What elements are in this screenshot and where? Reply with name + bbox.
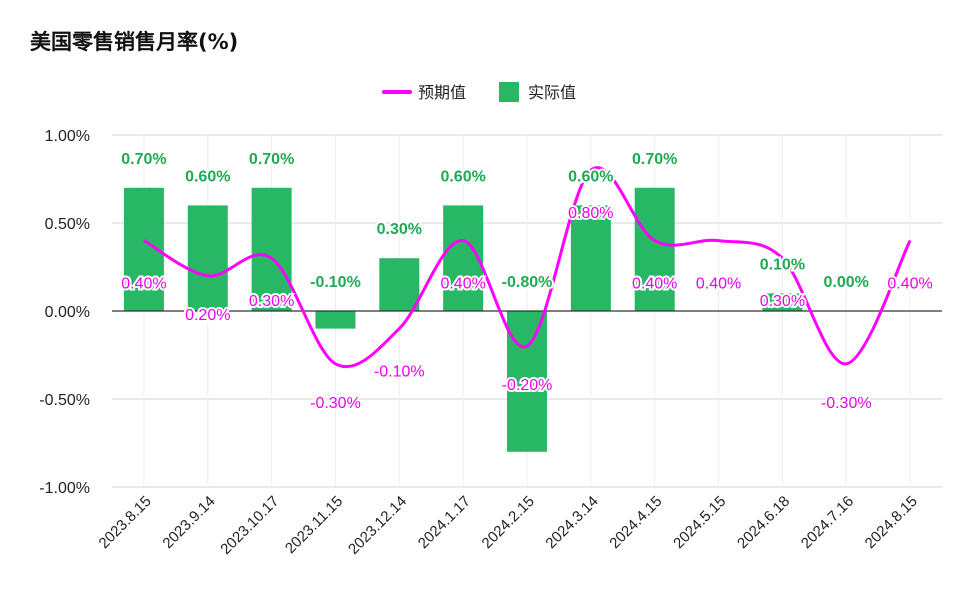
legend-label-actual: 实际值 bbox=[528, 83, 576, 102]
actual-label: 0.30% bbox=[377, 221, 422, 238]
expected-label: 0.40% bbox=[696, 276, 741, 293]
x-tick-label: 2024.6.18 bbox=[734, 493, 793, 552]
expected-label: 0.40% bbox=[887, 276, 932, 293]
actual-label: -0.80% bbox=[502, 274, 553, 291]
x-tick-label: 2023.8.15 bbox=[96, 493, 155, 552]
actual-label: 0.70% bbox=[632, 151, 677, 168]
actual-label: -0.10% bbox=[310, 274, 361, 291]
x-tick-label: 2024.7.16 bbox=[798, 493, 857, 552]
actual-label: 0.00% bbox=[824, 274, 869, 291]
actual-label: 0.60% bbox=[440, 168, 485, 185]
actual-label: 0.10% bbox=[760, 256, 805, 273]
x-tick-label: 2023.10.17 bbox=[217, 493, 282, 558]
bar bbox=[507, 311, 547, 452]
x-tick-label: 2023.11.15 bbox=[282, 493, 346, 557]
expected-label: 0.30% bbox=[249, 293, 294, 310]
expected-label: 0.40% bbox=[440, 276, 485, 293]
bar bbox=[762, 293, 803, 311]
x-tick-label: 2024.3.14 bbox=[542, 493, 601, 552]
bars bbox=[123, 187, 803, 452]
expected-label: 0.40% bbox=[121, 276, 166, 293]
bar bbox=[570, 205, 611, 311]
actual-label: 0.60% bbox=[568, 168, 613, 185]
expected-label: -0.20% bbox=[502, 377, 553, 394]
bar bbox=[379, 258, 420, 311]
actual-label: 0.70% bbox=[121, 151, 166, 168]
x-tick-label: 2024.8.15 bbox=[862, 493, 921, 552]
bar bbox=[187, 205, 228, 311]
expected-label: 0.40% bbox=[632, 276, 677, 293]
y-tick-label: 0.00% bbox=[45, 304, 90, 321]
expected-line-path bbox=[143, 166, 912, 369]
x-tick-label: 2024.4.15 bbox=[606, 493, 665, 552]
expected-label: -0.10% bbox=[374, 364, 425, 381]
expected-label: -0.30% bbox=[310, 395, 361, 412]
expected-label: -0.30% bbox=[821, 395, 872, 412]
y-tick-label: -1.00% bbox=[39, 480, 90, 497]
legend-label-expected: 预期值 bbox=[418, 83, 466, 102]
actual-label: 0.70% bbox=[249, 151, 294, 168]
expected-label: 0.80% bbox=[568, 205, 613, 222]
chart-title: 美国零售销售月率(%) bbox=[30, 30, 239, 54]
y-tick-label: -0.50% bbox=[39, 392, 90, 409]
legend: 预期值 实际值 bbox=[382, 82, 576, 102]
bar bbox=[634, 187, 675, 311]
y-tick-label: 1.00% bbox=[45, 128, 90, 145]
y-axis: 1.00% 0.50% 0.00% -0.50% -1.00% bbox=[39, 128, 90, 497]
bar bbox=[443, 205, 484, 311]
legend-swatch-actual bbox=[499, 82, 519, 102]
x-tick-label: 2024.2.15 bbox=[479, 493, 538, 552]
x-tick-label: 2024.5.15 bbox=[670, 493, 729, 552]
actual-label: 0.60% bbox=[185, 168, 230, 185]
y-tick-label: 0.50% bbox=[45, 216, 90, 233]
expected-label: 0.30% bbox=[760, 293, 805, 310]
expected-label: 0.20% bbox=[185, 307, 230, 324]
x-tick-label: 2023.12.14 bbox=[345, 493, 410, 558]
x-tick-label: 2024.1.17 bbox=[415, 493, 474, 552]
x-tick-label: 2023.9.14 bbox=[159, 493, 218, 552]
bar bbox=[251, 187, 292, 311]
bar bbox=[315, 311, 356, 329]
data-labels: 0.70% 0.60% 0.70% -0.10% 0.30% 0.60% -0.80% 0.6… bbox=[119, 149, 935, 414]
expected-line bbox=[143, 166, 912, 369]
